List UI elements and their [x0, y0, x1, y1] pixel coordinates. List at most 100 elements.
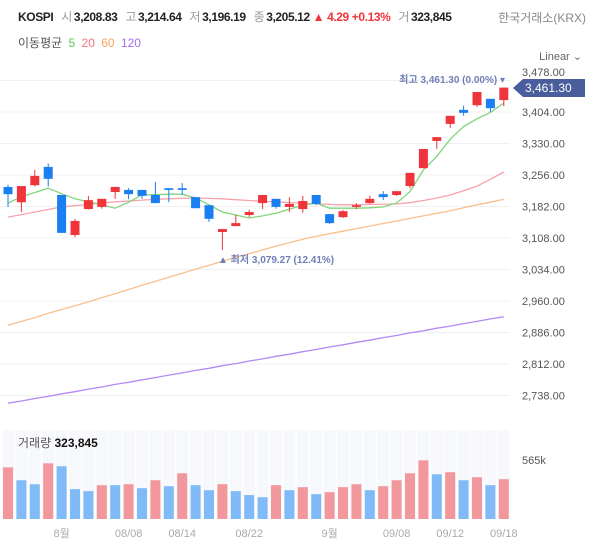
- candle: [365, 195, 375, 204]
- ma120-legend[interactable]: 120: [120, 36, 141, 50]
- volume-bar: [217, 484, 228, 519]
- volume-bar: [56, 466, 67, 519]
- candle-body: [164, 188, 174, 190]
- candle: [231, 215, 241, 227]
- open-label: 시: [61, 10, 72, 24]
- candle-body: [204, 205, 214, 219]
- candle: [445, 115, 455, 128]
- low-annotation: ▲ 최저 3,079.27 (12.41%): [218, 253, 334, 266]
- volume-bar: [43, 463, 54, 519]
- ohlc-header: KOSPI 시 3,208.83 고 3,214.64 저 3,196.19 종 3,2…: [18, 8, 452, 25]
- ma20-legend[interactable]: 20: [81, 36, 95, 50]
- high-label: 고: [125, 10, 137, 24]
- price-tag-text: 3,461.30: [525, 81, 572, 95]
- candle-body: [16, 186, 26, 203]
- volume-axis-label: 565k: [522, 455, 546, 467]
- volume-bar: [177, 473, 188, 519]
- volume-bar: [190, 485, 201, 519]
- volume-panel-title: 거래량: [18, 436, 52, 450]
- volume-bar: [338, 487, 348, 519]
- symbol: KOSPI: [18, 10, 54, 24]
- exchange-source: 한국거래소(KRX): [498, 9, 586, 26]
- candle-body: [271, 198, 281, 207]
- volume-bar: [110, 485, 121, 519]
- candle-body: [485, 98, 495, 109]
- ma20-line: [7, 171, 505, 218]
- volume-bar: [96, 485, 107, 519]
- volume-panel-label: 거래량 323,845: [18, 434, 98, 451]
- candle-body: [338, 211, 348, 218]
- volume-stripe: [256, 430, 269, 519]
- candle-body: [83, 200, 93, 210]
- high-value: 3,214.64: [138, 10, 182, 24]
- candle-body: [177, 188, 187, 190]
- candle-body: [124, 189, 134, 195]
- high-annotation: 최고 3,461.30 (0.00%) ▾: [399, 73, 505, 86]
- volume-bar: [458, 480, 469, 519]
- x-tick-label: 9월: [321, 527, 337, 540]
- volume-bar: [472, 477, 482, 519]
- candle-body: [472, 91, 482, 106]
- candle: [271, 198, 281, 209]
- candle-body: [405, 172, 415, 187]
- volume-bar: [431, 474, 442, 519]
- candle-body: [3, 186, 13, 195]
- candle-body: [43, 166, 53, 179]
- volume-value: 323,845: [410, 10, 452, 24]
- volume-bar: [324, 492, 335, 519]
- y-tick-label: 2,886.00: [522, 328, 565, 340]
- candle-body: [258, 195, 268, 204]
- y-tick-label: 2,960.00: [522, 296, 565, 308]
- current-price-tag: 3,461.30: [513, 79, 585, 97]
- candle-body: [459, 109, 469, 113]
- candle: [177, 183, 187, 196]
- candle-body: [418, 149, 428, 169]
- candle: [284, 197, 294, 213]
- candle-body: [325, 214, 335, 224]
- ma60-legend[interactable]: 60: [101, 36, 115, 50]
- candle-body: [365, 198, 375, 204]
- candle-body: [150, 195, 160, 204]
- ma60-line: [7, 198, 504, 326]
- candle-body: [217, 229, 227, 233]
- candle: [258, 195, 268, 210]
- candle: [472, 91, 482, 107]
- x-tick-label: 08/08: [115, 528, 143, 540]
- candle: [3, 184, 13, 207]
- volume-bar: [485, 485, 496, 519]
- x-tick-label: 08/14: [168, 528, 196, 540]
- candle-body: [311, 195, 321, 204]
- volume-bar: [364, 490, 375, 519]
- scale-selector[interactable]: Linear ⌄: [539, 51, 582, 63]
- change-value: ▲ 4.29 +0.13%: [312, 10, 391, 24]
- candle-body: [499, 87, 509, 101]
- ma-legend: 이동평균 5 20 60 120: [18, 34, 141, 51]
- volume-bar: [351, 484, 362, 519]
- candle: [204, 205, 214, 222]
- volume-bar: [204, 490, 214, 519]
- candle: [217, 229, 227, 251]
- candle-body: [191, 197, 201, 209]
- candle: [499, 87, 509, 107]
- open-value: 3,208.83: [73, 10, 118, 24]
- ma5-legend[interactable]: 5: [68, 36, 76, 50]
- volume-bar: [123, 484, 134, 519]
- candle-body: [284, 203, 294, 207]
- volume-bar: [29, 484, 40, 519]
- volume-bar: [244, 495, 255, 519]
- candle: [244, 209, 254, 218]
- y-tick-label: 3,256.00: [522, 170, 565, 182]
- y-tick-label: 3,478.00: [522, 67, 565, 79]
- candle: [70, 218, 80, 238]
- volume-bar: [271, 485, 281, 519]
- volume-bar: [150, 480, 161, 519]
- candle-body: [351, 205, 361, 207]
- candle-body: [137, 189, 147, 196]
- ma120-line: [7, 316, 504, 404]
- volume-bar: [378, 486, 389, 519]
- candle: [338, 209, 348, 218]
- candle: [351, 203, 361, 210]
- candle: [137, 189, 147, 199]
